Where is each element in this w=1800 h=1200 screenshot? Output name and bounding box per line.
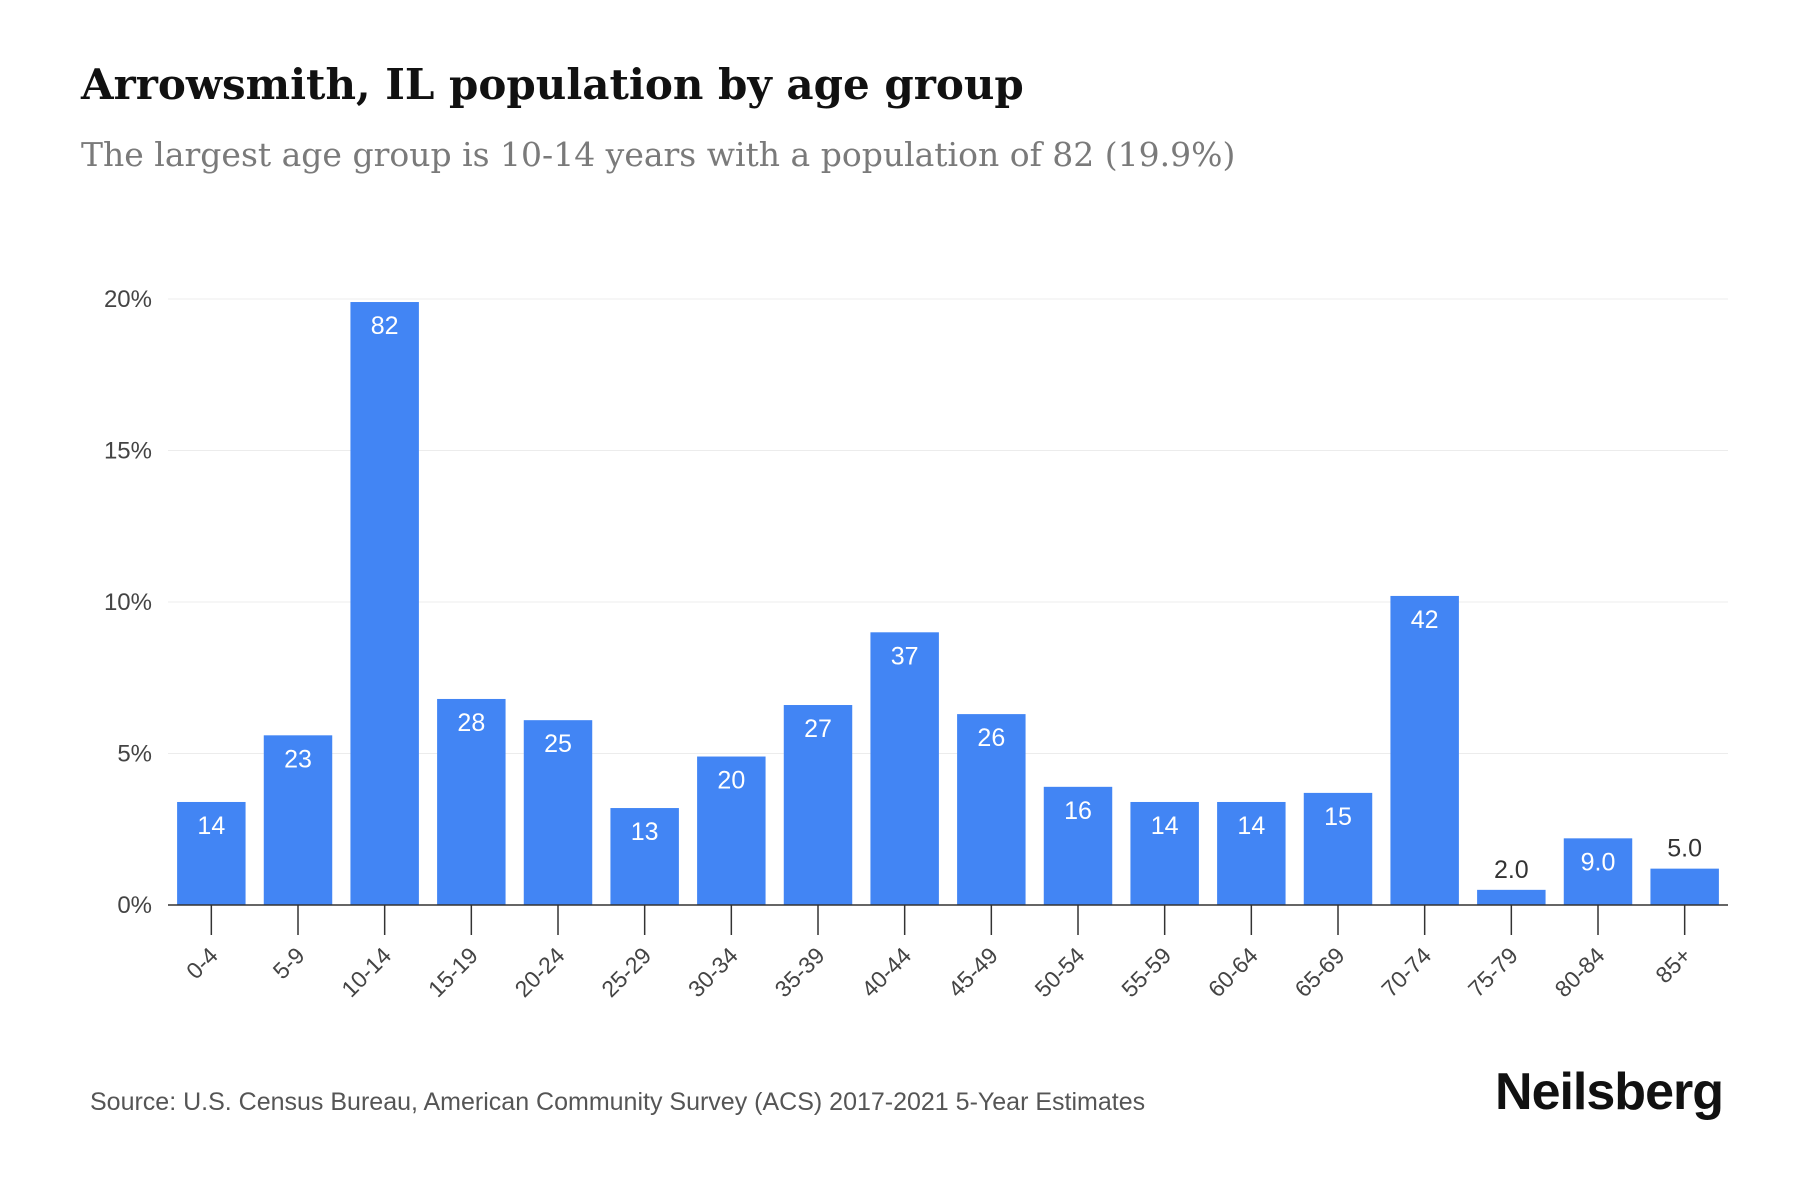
- bar: [1390, 595, 1459, 905]
- bar: [263, 735, 333, 905]
- bar: [870, 632, 939, 905]
- gridlines: [168, 298, 1728, 754]
- bar: [1043, 786, 1113, 905]
- bar-value-label: 14: [197, 812, 225, 840]
- bar: [1303, 792, 1373, 905]
- x-tick-label: 50-54: [1030, 942, 1090, 1002]
- bar: [1130, 801, 1199, 905]
- bar-value-label: 14: [1151, 812, 1179, 840]
- bar-value-label: 23: [284, 745, 312, 773]
- x-tick-label: 30-34: [683, 942, 743, 1002]
- bar-labels: 14 23 82 28 25 13 20 27 37 26 16 14 14 15 42 2.0 9.0 5.0: [197, 312, 1702, 884]
- x-tick-label: 5-9: [268, 942, 310, 984]
- bar: [523, 720, 593, 905]
- bar: [783, 705, 853, 905]
- x-tick-label: 40-44: [856, 942, 916, 1002]
- bar: [1477, 889, 1546, 905]
- chart-subtitle: The largest age group is 10-14 years wit…: [81, 135, 1236, 174]
- x-tick-label: 45-49: [943, 942, 1003, 1002]
- x-tick-label: 80-84: [1550, 942, 1610, 1002]
- x-tick-label: 65-69: [1290, 942, 1350, 1002]
- bar-value-label: 5.0: [1667, 835, 1702, 863]
- x-tick-label: 10-14: [336, 942, 396, 1002]
- x-tick-label: 55-59: [1116, 942, 1176, 1002]
- bar-value-label: 20: [717, 767, 745, 795]
- x-tick-label: 0-4: [181, 942, 223, 984]
- bar-value-label: 28: [457, 709, 485, 737]
- bar: [697, 756, 766, 905]
- chart-title: Arrowsmith, IL population by age group: [81, 60, 1024, 109]
- bar-value-label: 26: [977, 724, 1005, 752]
- bar: [437, 698, 506, 905]
- bar-value-label: 42: [1411, 606, 1439, 634]
- y-tick-label: 10%: [104, 589, 152, 616]
- bar-value-label: 82: [371, 312, 399, 340]
- bar-value-label: 14: [1237, 812, 1265, 840]
- y-axis-ticks: 0% 5% 10% 15% 20%: [104, 286, 152, 919]
- bar: [1563, 838, 1633, 905]
- y-tick-label: 5%: [117, 741, 152, 768]
- x-tick-label: 60-64: [1203, 942, 1263, 1002]
- bar-value-label: 27: [804, 715, 832, 743]
- bar: [957, 714, 1026, 905]
- source-note: Source: U.S. Census Bureau, American Com…: [90, 1088, 1146, 1116]
- y-tick-label: 20%: [104, 286, 152, 313]
- bar-value-label: 25: [544, 730, 572, 758]
- bar-value-label: 16: [1064, 797, 1092, 825]
- y-tick-label: 0%: [117, 892, 152, 919]
- bar-value-label: 15: [1324, 803, 1352, 831]
- x-axis-ticks: 0-4 5-9 10-14 15-19 20-24 25-29 30-34 35-39 40-4…: [181, 905, 1696, 1002]
- x-tick-label: 15-19: [423, 942, 483, 1002]
- bar: [610, 808, 679, 905]
- bar: [1650, 868, 1719, 905]
- bar-value-label: 9.0: [1581, 848, 1616, 876]
- x-tick-label: 20-24: [510, 942, 570, 1002]
- x-tick-label: 85+: [1650, 942, 1696, 988]
- x-tick-label: 75-79: [1463, 942, 1523, 1002]
- x-tick-label: 70-74: [1376, 942, 1436, 1002]
- bar-value-label: 13: [631, 818, 659, 846]
- bar-value-label: 2.0: [1494, 856, 1529, 884]
- bar: [177, 801, 246, 905]
- x-tick-label: 25-29: [596, 942, 656, 1002]
- y-tick-label: 15%: [104, 438, 152, 465]
- brand-logo: Neilsberg: [1495, 1063, 1724, 1121]
- bar: [350, 302, 419, 905]
- x-tick-label: 35-39: [770, 942, 830, 1002]
- bars: [177, 302, 1719, 905]
- bar-value-label: 37: [891, 642, 919, 670]
- bar: [1217, 801, 1286, 905]
